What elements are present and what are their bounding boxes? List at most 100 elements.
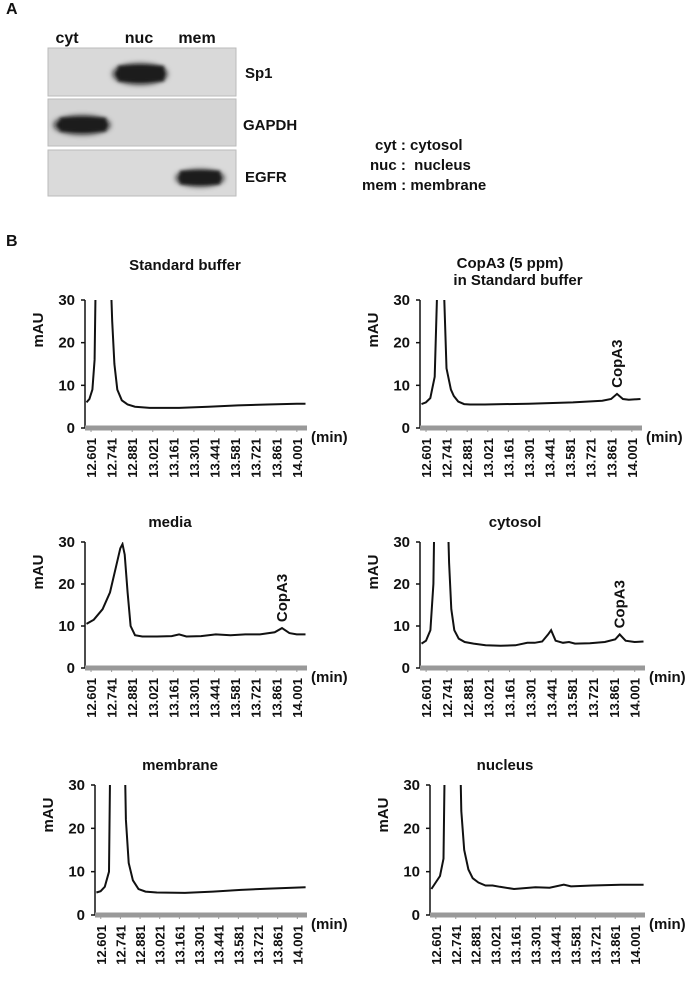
x-tick-label: 13.581 [565,678,580,718]
y-tick-label: 30 [403,777,420,794]
blot [47,47,237,197]
y-tick-label: 20 [393,335,410,352]
y-tick-label: 30 [393,534,410,551]
x-tick-label: 13.301 [522,438,537,478]
lane-label: nuc [125,30,154,47]
lane-label: cyt [55,30,79,47]
x-tick-label: 14.001 [290,678,305,718]
x-tick-label: 12.741 [105,678,120,718]
trace [85,300,306,409]
x-tick-label: 12.881 [125,678,140,718]
x-tick-label: 13.581 [568,925,583,965]
x-tick-label: 12.741 [105,438,120,478]
y-tick-label: 30 [58,534,75,551]
panel-label: B [6,233,18,250]
y-tick-label: 30 [393,292,410,309]
x-tick-label: 13.441 [548,925,563,965]
x-tick-label: 13.161 [509,925,524,965]
peak-annotation: CopA3 [609,340,626,388]
x-tick-label: 13.721 [251,925,266,965]
x-tick-label: 13.161 [503,678,518,718]
x-tick-label: 13.301 [523,678,538,718]
peak-annotation: CopA3 [274,574,291,622]
x-tick-label: 12.601 [94,925,109,965]
y-axis-label: mAU [30,554,47,589]
y-tick-label: 20 [403,820,420,837]
peak-annotation: CopA3 [612,580,629,628]
y-tick-label: 30 [68,777,85,794]
x-tick-label: 13.861 [271,925,286,965]
y-axis-label: mAU [365,312,382,347]
x-tick-label: 14.001 [290,925,305,965]
x-tick-label: 13.301 [187,678,202,718]
x-tick-label: 13.721 [249,678,264,718]
x-tick-label: 13.021 [481,438,496,478]
y-tick-label: 10 [58,618,75,635]
x-tick-label: 14.001 [628,678,643,718]
chart-title: media [148,514,192,531]
x-tick-label: 14.001 [290,438,305,478]
protein-label: Sp1 [245,65,273,82]
x-tick-label: 13.581 [231,925,246,965]
chart-title: membrane [142,757,218,774]
trace [86,542,306,638]
x-tick-label: 13.021 [146,678,161,718]
chart-title: nucleus [477,757,534,774]
trace [420,542,644,647]
protein-label: GAPDH [243,117,297,134]
y-axis-label: mAU [365,554,382,589]
x-tick-label: 12.881 [469,925,484,965]
x-tick-label: 13.441 [212,925,227,965]
lane-label: mem [178,30,215,47]
x-tick-label: 12.741 [113,925,128,965]
x-axis-label: (min) [311,669,348,686]
x-tick-label: 12.881 [461,678,476,718]
x-axis-label: (min) [646,429,683,446]
x-tick-label: 14.001 [628,925,643,965]
x-tick-label: 12.741 [440,438,455,478]
x-axis-label: (min) [649,916,686,933]
x-tick-label: 13.861 [604,438,619,478]
y-tick-label: 0 [67,660,75,677]
x-tick-label: 13.161 [166,438,181,478]
chart-title: cytosol [489,514,542,531]
legend-text: nuc : nucleus [370,157,471,174]
x-axis-label: (min) [311,916,348,933]
y-axis-label: mAU [40,797,57,832]
x-tick-label: 12.601 [429,925,444,965]
x-tick-label: 13.441 [208,678,223,718]
x-tick-label: 13.021 [482,678,497,718]
y-tick-label: 10 [393,618,410,635]
y-axis-label: mAU [375,797,392,832]
x-tick-label: 13.581 [228,678,243,718]
y-axis-label: mAU [30,312,47,347]
x-tick-label: 12.601 [419,438,434,478]
y-tick-label: 10 [58,377,75,394]
x-tick-label: 12.741 [449,925,464,965]
x-tick-label: 12.741 [440,678,455,718]
x-axis-label: (min) [311,429,348,446]
chart-title: CopA3 (5 ppm) [457,255,564,272]
x-tick-label: 12.601 [419,678,434,718]
x-tick-label: 13.861 [269,678,284,718]
x-tick-label: 13.021 [146,438,161,478]
y-tick-label: 30 [58,292,75,309]
y-tick-label: 20 [58,335,75,352]
x-tick-label: 13.721 [584,438,599,478]
x-tick-label: 13.861 [608,925,623,965]
x-tick-label: 13.301 [529,925,544,965]
x-tick-label: 13.161 [172,925,187,965]
y-tick-label: 0 [412,907,420,924]
y-tick-label: 10 [403,864,420,881]
x-tick-label: 13.161 [166,678,181,718]
x-tick-label: 12.881 [125,438,140,478]
y-tick-label: 10 [68,864,85,881]
y-tick-label: 20 [393,576,410,593]
x-tick-label: 14.001 [625,438,640,478]
y-tick-label: 20 [58,576,75,593]
x-tick-label: 13.021 [489,925,504,965]
x-tick-label: 13.161 [501,438,516,478]
y-tick-label: 0 [402,420,410,437]
y-tick-label: 0 [77,907,85,924]
legend-text: cyt : cytosol [375,137,463,154]
